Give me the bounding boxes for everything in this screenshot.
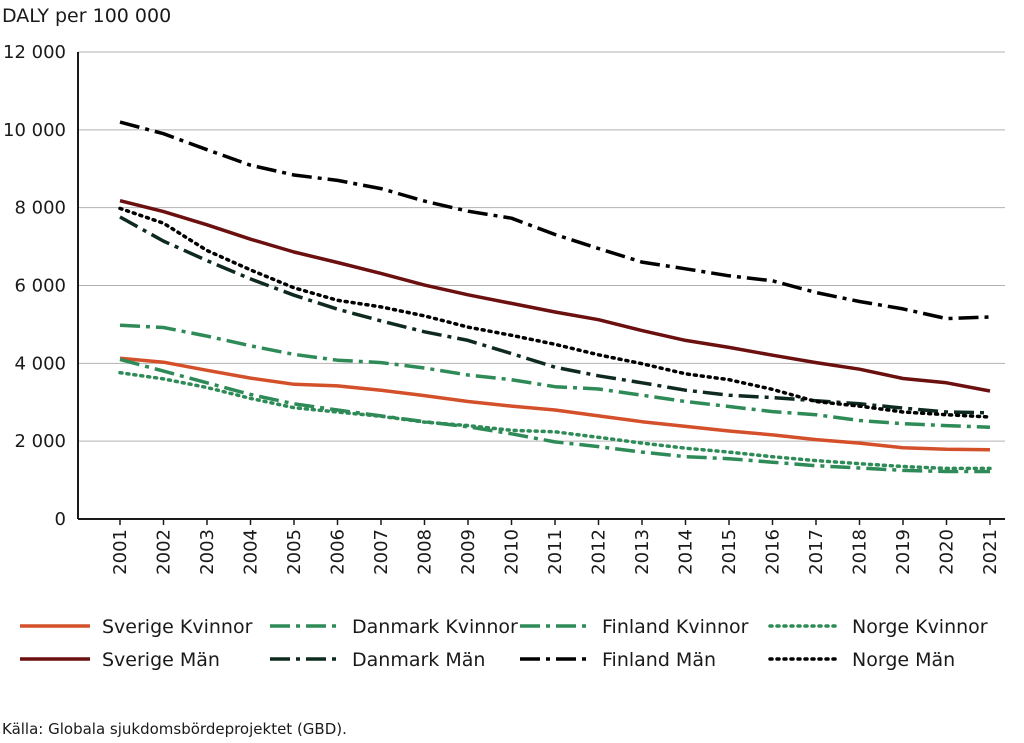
legend-label-sverige-kvinnor: Sverige Kvinnor [102, 616, 253, 638]
x-tick-label: 2003 [197, 529, 218, 575]
series-line-sverige-kvinnor [119, 356, 991, 452]
y-tick-label: 8 000 [14, 198, 66, 219]
x-tick-label: 2007 [371, 529, 392, 575]
legend-label-danmark-man: Danmark Män [352, 649, 485, 671]
legend-label-danmark-kvinnor: Danmark Kvinnor [352, 616, 518, 638]
series-line-norge-kvinnor [118, 370, 992, 471]
x-tick-label: 2014 [676, 529, 697, 575]
series-line-finland-kvinnor [119, 323, 991, 429]
x-tick-label: 2009 [458, 529, 479, 575]
y-tick-label: 6 000 [14, 276, 66, 297]
x-tick-label: 2016 [763, 529, 784, 575]
legend: Sverige Kvinnor Danmark Kvinnor Finland Kv… [20, 616, 988, 671]
y-tick-label: 12 000 [3, 42, 66, 63]
x-tick-label: 2015 [719, 529, 740, 575]
x-tick-label: 2013 [632, 529, 653, 575]
legend-label-norge-man: Norge Män [852, 649, 955, 671]
x-tick-label: 2001 [110, 529, 131, 575]
y-tick-label: 10 000 [3, 120, 66, 141]
x-tick-label: 2017 [806, 529, 827, 575]
y-tick-label: 2 000 [14, 431, 66, 452]
legend-label-norge-kvinnor: Norge Kvinnor [852, 616, 988, 638]
series-line-danmark-kvinnor [119, 357, 990, 474]
y-tick-label: 0 [55, 509, 66, 530]
x-tick-label: 2020 [937, 529, 958, 575]
x-tick-label: 2006 [328, 529, 349, 575]
series-line-norge-man [118, 206, 992, 419]
x-tick-label: 2004 [241, 529, 262, 575]
x-tick-label: 2005 [284, 529, 305, 575]
series-line-finland-man [119, 120, 991, 321]
source-note: Källa: Globala sjukdomsbördeprojektet (G… [2, 720, 347, 738]
legend-label-sverige-man: Sverige Män [102, 649, 220, 671]
x-tick-label: 2002 [154, 529, 175, 575]
x-tick-label: 2010 [502, 529, 523, 575]
series-line-danmark-man [119, 215, 991, 415]
series-line-sverige-man [119, 199, 991, 393]
x-tick-label: 2008 [415, 529, 436, 575]
legend-label-finland-man: Finland Män [602, 649, 716, 671]
x-tick-label: 2018 [850, 529, 871, 575]
x-tick-label: 2012 [589, 529, 610, 575]
legend-label-finland-kvinnor: Finland Kvinnor [602, 616, 749, 638]
x-tick-label: 2019 [893, 529, 914, 575]
y-tick-label: 4 000 [14, 353, 66, 374]
x-tick-label: 2011 [545, 529, 566, 575]
y-axis-label: DALY per 100 000 [2, 5, 171, 27]
x-tick-label: 2021 [980, 529, 1001, 575]
